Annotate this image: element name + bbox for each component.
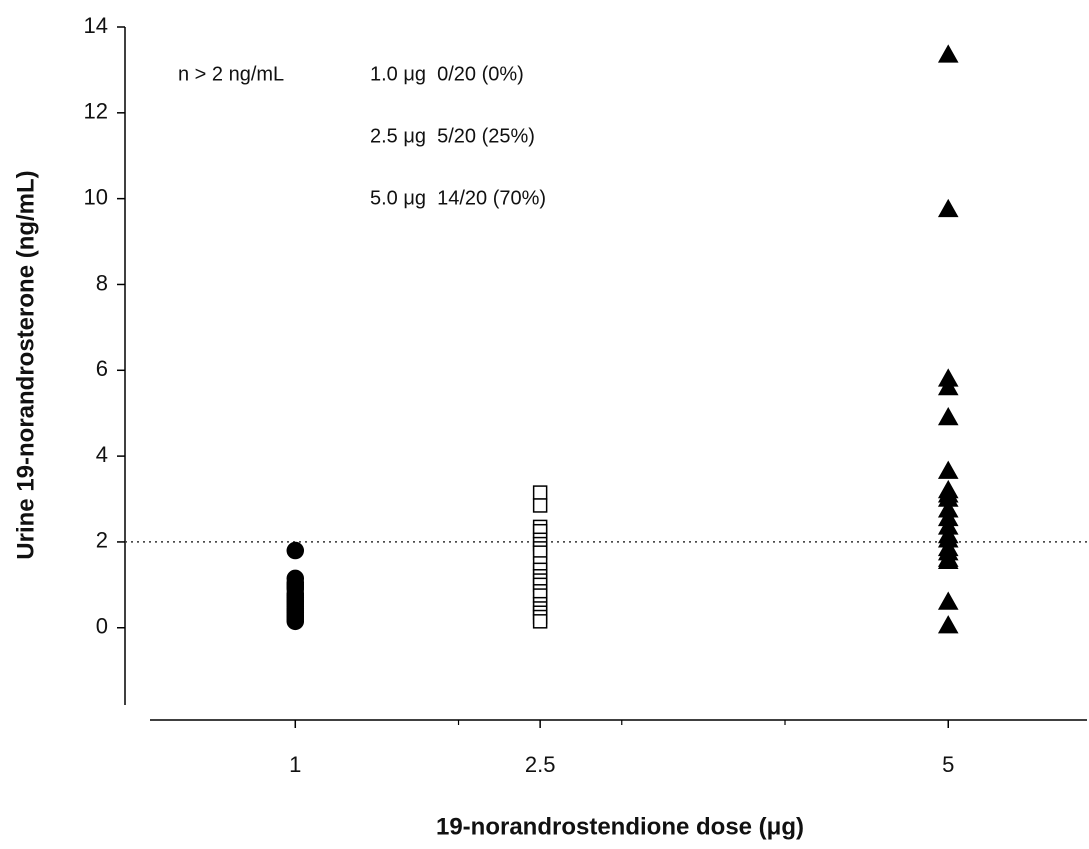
annotation: 5.0 μg 14/20 (70%)	[370, 187, 546, 209]
x-tick-label: 5	[942, 752, 954, 777]
data-point	[937, 198, 959, 218]
data-point	[286, 541, 305, 560]
y-tick-label: 10	[84, 184, 108, 209]
data-point	[937, 44, 959, 63]
y-tick-label: 4	[96, 442, 108, 467]
y-tick-label: 8	[96, 270, 108, 295]
y-tick-label: 12	[84, 99, 108, 124]
y-tick-label: 6	[96, 356, 108, 381]
y-tick-label: 2	[96, 528, 108, 553]
annotation: n > 2 ng/mL	[178, 63, 284, 85]
x-tick-label: 1	[289, 752, 301, 777]
data-point	[937, 460, 959, 479]
data-point	[937, 615, 959, 634]
data-point	[937, 591, 959, 610]
y-tick-label: 0	[96, 614, 108, 639]
data-point	[937, 550, 959, 569]
data-point	[286, 612, 305, 631]
data-point	[532, 614, 548, 629]
x-tick-label: 2.5	[525, 752, 556, 777]
annotation: 2.5 μg 5/20 (25%)	[370, 125, 535, 147]
annotation: 1.0 μg 0/20 (0%)	[370, 63, 524, 85]
y-tick-label: 14	[84, 13, 108, 38]
data-point	[532, 485, 548, 500]
y-axis-title: Urine 19-norandrosterone (ng/mL)	[12, 170, 39, 559]
data-point	[937, 376, 959, 396]
data-point	[937, 406, 959, 426]
x-axis-title: 19-norandrostendione dose (μg)	[436, 813, 804, 840]
data-point	[532, 498, 548, 513]
